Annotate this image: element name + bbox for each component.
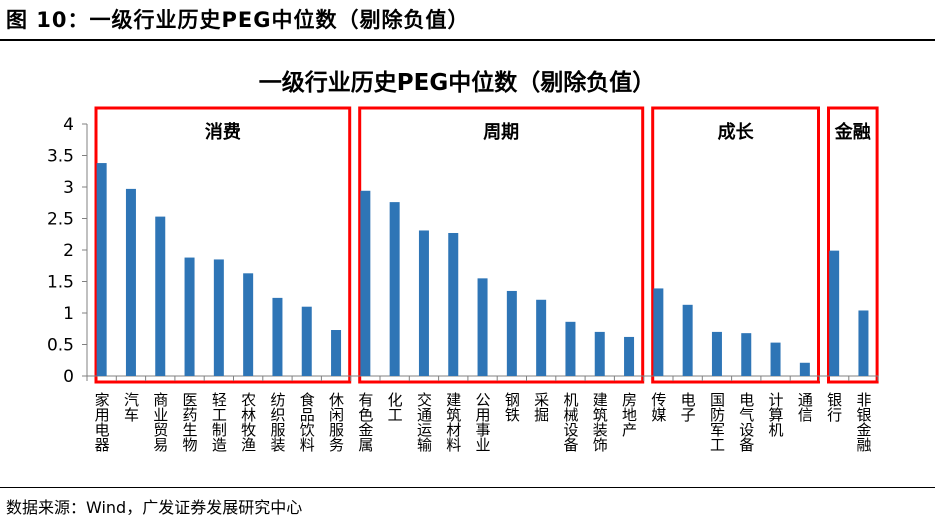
x-tick-label: 化工 — [386, 392, 404, 422]
bar-16 — [536, 299, 547, 376]
bars — [96, 163, 869, 376]
bar-10 — [360, 190, 371, 376]
x-tick-label: 国防军工 — [708, 392, 726, 452]
y-tick-label: 1 — [63, 304, 74, 324]
bar-7 — [272, 297, 283, 376]
bar-21 — [682, 304, 693, 376]
x-tick-label: 食品饮料 — [298, 392, 316, 452]
x-tick-label: 纺织服装 — [268, 392, 286, 452]
bar-3 — [155, 216, 166, 376]
group-box-3 — [651, 106, 821, 384]
bar-6 — [243, 273, 254, 376]
group-boxes: 消费 周期 成长 金融 — [94, 106, 879, 384]
figure-title: 图 10：一级行业历史PEG中位数（剔除负值） — [6, 8, 470, 32]
bar-23 — [741, 333, 752, 376]
bar-15 — [506, 290, 517, 376]
x-tick-label: 公用事业 — [474, 392, 492, 452]
bar-18 — [594, 331, 605, 376]
bar-13 — [448, 232, 459, 376]
y-tick-label: 3 — [63, 178, 74, 198]
x-tick-label: 家用电器 — [93, 392, 111, 452]
bar-22 — [711, 331, 722, 376]
x-tick-label: 建筑材料 — [444, 392, 462, 452]
bar-17 — [565, 321, 576, 376]
bar-5 — [213, 259, 224, 376]
y-tick-label: 2 — [63, 241, 74, 261]
bar-12 — [418, 230, 429, 376]
x-tick-label: 商业贸易 — [151, 392, 169, 452]
y-tick-label: 2.5 — [47, 210, 74, 230]
bar-14 — [477, 278, 488, 376]
bar-8 — [301, 306, 312, 376]
bottom-rule — [0, 487, 935, 488]
group-label-3: 成长 — [718, 121, 755, 143]
chart-title: 一级行业历史PEG中位数（剔除负值） — [259, 69, 655, 96]
x-tick-label: 钢铁 — [503, 392, 521, 422]
x-tick-label: 计算机 — [767, 392, 785, 438]
x-tick-label: 轻工制造 — [210, 392, 228, 453]
x-tick-label: 休闲服务 — [327, 392, 345, 453]
x-tick-label: 有色金属 — [356, 392, 374, 452]
bar-11 — [389, 202, 400, 376]
top-rule — [0, 39, 935, 41]
peg-bar-chart: 一级行业历史PEG中位数（剔除负值） 消费 周期 成长 金融 0 0.5 1 1.5 2 2.5… — [47, 69, 879, 453]
y-tick-label: 3.5 — [47, 147, 74, 167]
x-tick-label: 交通运输 — [415, 391, 433, 452]
bar-2 — [125, 188, 136, 376]
x-tick-label: 机械设备 — [561, 392, 579, 452]
x-tick-label: 非银金融 — [854, 392, 872, 452]
y-tick-label: 0.5 — [47, 336, 74, 356]
x-tick-label: 通信 — [796, 392, 814, 422]
x-tick-label: 农林牧渔 — [239, 392, 257, 452]
y-tick-label: 4 — [63, 115, 74, 135]
group-box-4 — [827, 106, 879, 384]
x-tick-labels: 家用电器 汽车 商业贸易 医药生物 轻工制造 农林牧渔 纺织服装 食品饮料 休闲服务 有色金属 化工… — [93, 391, 873, 453]
x-tick-label: 建筑装饰 — [591, 392, 609, 452]
bar-19 — [624, 336, 635, 376]
bar-26 — [829, 250, 840, 376]
bar-24 — [770, 342, 781, 376]
x-tick-label: 汽车 — [122, 392, 140, 422]
bar-25 — [799, 362, 810, 376]
group-box-2 — [358, 106, 645, 384]
bar-27 — [858, 310, 869, 376]
x-tick-label: 电气设备 — [737, 392, 755, 452]
bar-4 — [184, 257, 195, 376]
bar-20 — [653, 288, 664, 376]
x-tick-label: 电子 — [679, 392, 697, 422]
x-tick-label: 房地产 — [620, 392, 638, 437]
x-tick-label: 医药生物 — [181, 392, 199, 453]
y-tick-label: 0 — [63, 367, 74, 387]
x-tick-label: 采掘 — [532, 392, 550, 423]
group-label-2: 周期 — [483, 122, 519, 143]
group-box-1 — [94, 106, 352, 384]
source-note: 数据来源：Wind，广发证券发展研究中心 — [6, 498, 303, 517]
group-label-1: 消费 — [205, 121, 241, 143]
x-tick-label: 银行 — [825, 392, 843, 423]
group-label-4: 金融 — [834, 121, 871, 143]
bar-1 — [96, 163, 107, 376]
axes: 0 0.5 1 1.5 2 2.5 3 3.5 4 — [47, 115, 879, 387]
bar-9 — [331, 330, 342, 376]
y-tick-label: 1.5 — [47, 273, 74, 293]
x-tick-label: 传媒 — [649, 392, 667, 422]
